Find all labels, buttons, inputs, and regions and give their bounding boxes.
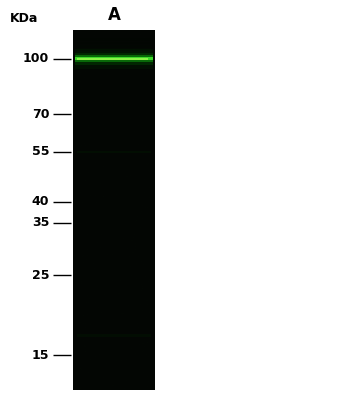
Text: 40: 40 [32, 195, 49, 208]
Bar [76, 45, 151, 47]
Bar [76, 48, 151, 50]
Bar [76, 334, 151, 337]
Bar [76, 51, 151, 53]
Text: 15: 15 [32, 349, 49, 362]
Bar [75, 55, 153, 62]
Bar [76, 151, 151, 153]
Bar [76, 54, 151, 56]
Text: 100: 100 [23, 52, 49, 65]
Text: 55: 55 [32, 146, 49, 158]
Text: 70: 70 [32, 108, 49, 121]
Text: 35: 35 [32, 216, 49, 229]
Text: 25: 25 [32, 269, 49, 282]
Bar [75, 48, 153, 68]
Bar [76, 32, 151, 34]
Text: KDa: KDa [10, 12, 38, 24]
Bar [75, 57, 153, 60]
Bar [75, 52, 153, 64]
Bar [73, 30, 155, 390]
Text: A: A [107, 6, 120, 24]
Bar [76, 35, 151, 38]
Bar [76, 38, 151, 41]
Bar [76, 42, 151, 44]
